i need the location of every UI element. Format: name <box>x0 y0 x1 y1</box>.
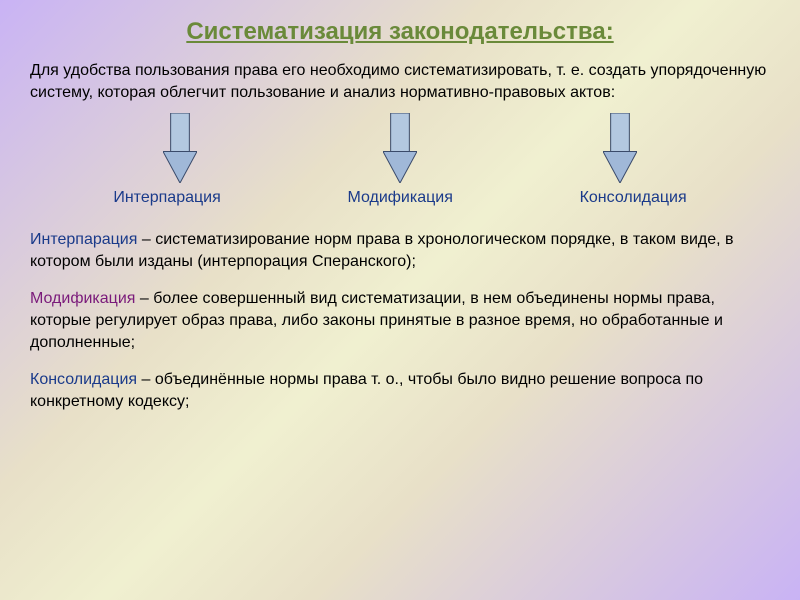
intro-text: Для удобства пользования права его необх… <box>30 60 770 103</box>
term-interparation: Интерпарация <box>30 231 137 248</box>
arrow-2 <box>383 113 417 183</box>
term-modification: Модификация <box>30 290 135 307</box>
arrow-3 <box>603 113 637 183</box>
page-title: Систематизация законодательства: <box>30 18 770 46</box>
label-interparation: Интерпарация <box>113 189 220 207</box>
label-consolidation: Консолидация <box>580 189 687 207</box>
definition-consolidation: Консолидация – объединённые нормы права … <box>30 369 770 412</box>
label-modification: Модификация <box>347 189 452 207</box>
label-row: Интерпарация Модификация Консолидация <box>30 189 770 207</box>
definition-interparation: Интерпарация – систематизирование норм п… <box>30 229 770 272</box>
definition-modification: Модификация – более совершенный вид сист… <box>30 288 770 353</box>
term-consolidation: Консолидация <box>30 371 137 388</box>
definitions: Интерпарация – систематизирование норм п… <box>30 229 770 412</box>
arrow-1 <box>163 113 197 183</box>
arrow-row <box>30 113 770 183</box>
